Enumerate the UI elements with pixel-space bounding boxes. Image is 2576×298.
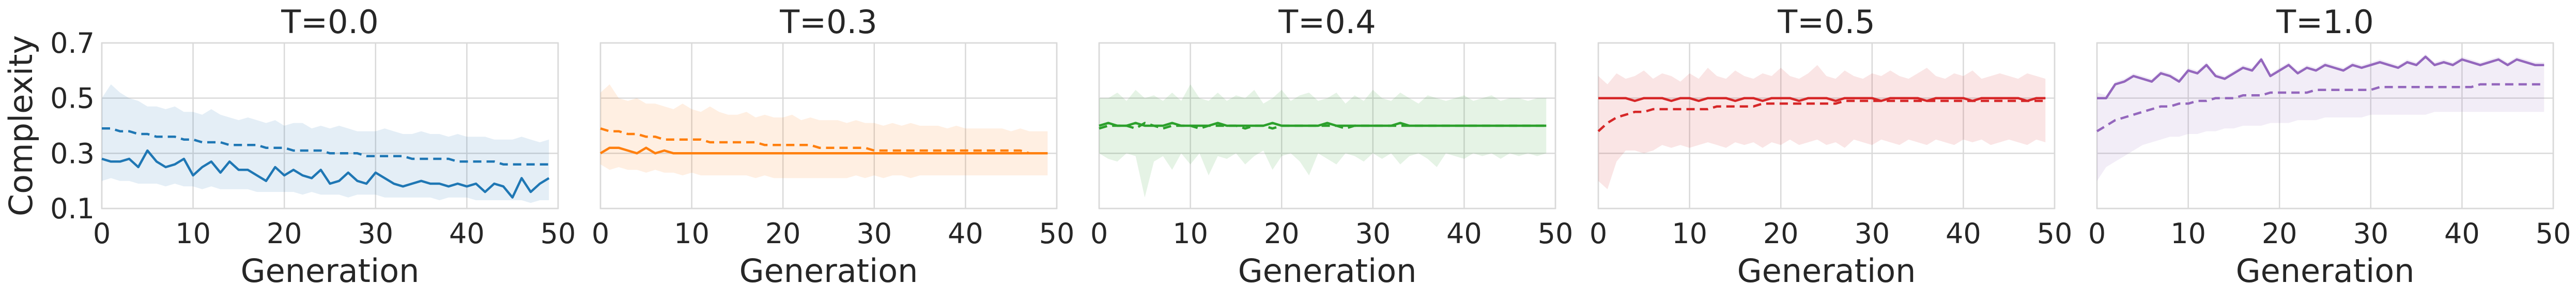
x-tick-label: 20 (267, 217, 302, 250)
x-tick-label: 50 (1039, 217, 1075, 250)
x-tick-label: 50 (2536, 217, 2571, 250)
x-tick-label: 0 (1590, 217, 1607, 250)
solid-series-line (2097, 55, 2544, 99)
panels: T=0.0 0 10 20 30 40 50 Generation 0.1 0.3 0.5 0.7 Co… (2, 3, 2571, 290)
dashed-series-line (1099, 122, 1547, 130)
x-axis-label: Generation (1737, 252, 1916, 290)
x-tick-label: 0 (2088, 217, 2106, 250)
panel-title: T=0.5 (1777, 3, 1875, 41)
x-tick-label: 30 (1854, 217, 1890, 250)
panel-2: T=0.3 0 10 20 30 40 50 Generation (592, 3, 1075, 290)
x-tick-label: 20 (1763, 217, 1799, 250)
x-tick-label: 10 (2170, 217, 2206, 250)
x-tick-label: 10 (175, 217, 211, 250)
std-band (600, 84, 1048, 178)
y-axis-label: Complexity (2, 35, 40, 216)
std-band (2097, 54, 2544, 181)
panel-5: T=1.0 0 10 20 30 40 50 Generation (2088, 3, 2571, 290)
dashed-series-line (102, 127, 549, 166)
axes-frame (599, 42, 1058, 210)
x-tick-label: 30 (1355, 217, 1391, 250)
x-tick-label: 20 (2262, 217, 2297, 250)
x-tick-label: 30 (856, 217, 892, 250)
panel-3: T=0.4 0 10 20 30 40 50 Generation (1090, 3, 1574, 290)
dashed-series-line (1597, 99, 2046, 132)
panel-title: T=0.0 (281, 3, 378, 41)
solid-series-line (599, 146, 1048, 155)
panel-1: T=0.0 0 10 20 30 40 50 Generation 0.1 0.3 0.5 0.7 Co… (2, 3, 576, 290)
x-tick-label: 30 (2353, 217, 2388, 250)
x-tick-label: 30 (358, 217, 393, 250)
x-axis-label: Generation (739, 252, 918, 290)
x-tick-label: 50 (541, 217, 576, 250)
x-axis-label: Generation (241, 252, 420, 290)
x-tick-label: 40 (1946, 217, 1981, 250)
x-tick-label: 0 (1090, 217, 1108, 250)
solid-series-line (101, 149, 550, 199)
y-tick-label: 0.1 (50, 192, 95, 225)
x-tick-label: 40 (948, 217, 983, 250)
x-tick-label: 50 (1538, 217, 1574, 250)
panel-title: T=0.3 (779, 3, 877, 41)
y-tick-label: 0.3 (50, 137, 95, 170)
x-tick-label: 10 (1672, 217, 1707, 250)
x-axis-label: Generation (1238, 252, 1417, 290)
axes-frame (2096, 42, 2554, 210)
std-band (1099, 84, 1547, 198)
x-tick-label: 20 (765, 217, 801, 250)
x-tick-label: 40 (1446, 217, 1482, 250)
panel-title: T=1.0 (2276, 3, 2373, 41)
axes-frame (101, 42, 559, 210)
y-tick-label: 0.5 (50, 82, 95, 115)
y-tick-label: 0.7 (50, 27, 95, 59)
axes-frame (1597, 42, 2056, 210)
x-tick-label: 10 (674, 217, 709, 250)
x-tick-label: 20 (1264, 217, 1300, 250)
x-tick-label: 40 (2444, 217, 2480, 250)
std-band (102, 84, 549, 203)
x-tick-label: 0 (93, 217, 111, 250)
x-axis-label: Generation (2236, 252, 2415, 290)
x-tick-label: 40 (449, 217, 485, 250)
x-tick-label: 0 (592, 217, 609, 250)
panel-4: T=0.5 0 10 20 30 40 50 Generation (1590, 3, 2073, 290)
x-tick-label: 50 (2037, 217, 2073, 250)
std-band (1598, 65, 2046, 189)
panel-title: T=0.4 (1278, 3, 1376, 41)
dashed-series-line (2096, 83, 2544, 132)
x-tick-label: 10 (1173, 217, 1208, 250)
